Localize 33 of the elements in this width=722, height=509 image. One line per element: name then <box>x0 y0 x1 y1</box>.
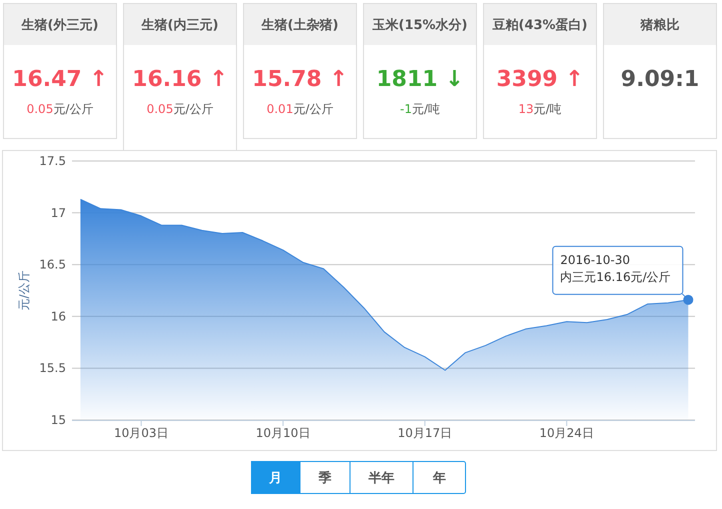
text: 0.05元/公斤 <box>26 102 94 116</box>
text: 豆粕(43%蛋白) <box>492 18 588 33</box>
y-tick-label: 15.5 <box>39 361 66 376</box>
category-label: 月 <box>268 471 282 486</box>
text: 生猪(外三元) <box>20 18 98 33</box>
y-tick-label: 17 <box>50 206 66 220</box>
category-label: 15.78 ↑ <box>252 67 348 92</box>
y-tick-label: 16.5 <box>39 258 66 272</box>
x-tick-label: 10月24日 <box>539 426 594 440</box>
x-tick-label: 10月10日 <box>256 426 310 440</box>
text: -1元/吨 <box>400 102 440 116</box>
text: 13元/吨 <box>518 102 562 116</box>
category-label: 16.47 ↑ <box>12 67 108 92</box>
y-tick-label: 16 <box>50 309 66 324</box>
text: 猪粮比 <box>640 17 680 33</box>
category-label: 16.16 ↑ <box>132 67 228 92</box>
annotation: 2016-10-30 内三元16.16元/公斤 <box>560 252 671 284</box>
category-label: 1811 ↓ <box>376 67 464 92</box>
x-tick-label: 10月03日 <box>114 426 168 440</box>
text: 0.05元/公斤 <box>146 102 214 116</box>
category-label: 半年 <box>368 471 394 486</box>
text: 玉米(15%水分) <box>372 18 468 33</box>
category-label: 年 <box>432 471 446 486</box>
text: 生猪(内三元) <box>140 18 218 33</box>
y-axis-title: 元/公斤 <box>17 270 31 311</box>
text: 0.01元/公斤 <box>266 102 334 116</box>
x-tick-label: 10月17日 <box>398 426 452 440</box>
y-tick-label: 15 <box>50 413 66 427</box>
category-label: 9.09:1 <box>620 67 700 92</box>
category-label: 季 <box>318 470 332 486</box>
category-label: 3399 ↑ <box>496 67 584 92</box>
y-tick-label: 17.5 <box>39 154 66 168</box>
text: 生猪(土杂猪) <box>260 18 338 33</box>
